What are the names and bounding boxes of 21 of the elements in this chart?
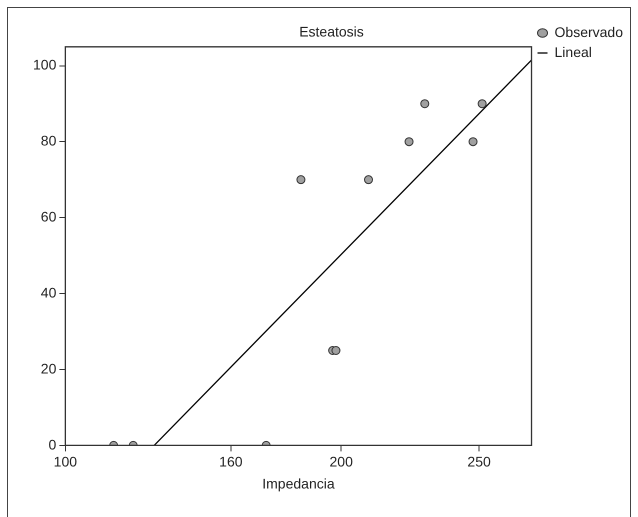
point bbox=[404, 137, 414, 146]
y-tick-label: 0 bbox=[48, 436, 57, 452]
x-axis-title: Impedancia bbox=[262, 475, 335, 492]
point bbox=[478, 99, 487, 108]
point bbox=[420, 99, 430, 108]
point bbox=[296, 175, 306, 184]
chart-title: Esteatosis bbox=[299, 23, 364, 40]
point bbox=[364, 175, 373, 184]
x-tick-label: 160 bbox=[219, 454, 243, 470]
y-tick-label: 40 bbox=[40, 284, 57, 300]
point bbox=[331, 346, 340, 355]
point bbox=[468, 137, 478, 146]
legend-label: Lineal bbox=[554, 44, 592, 60]
y-tick-label: 80 bbox=[40, 132, 57, 149]
x-tick-label: 100 bbox=[54, 454, 78, 470]
y-tick-label: 100 bbox=[33, 56, 57, 73]
legend-label: Observado bbox=[554, 24, 624, 40]
x-tick-label: 200 bbox=[330, 454, 354, 470]
y-tick-label: 20 bbox=[40, 360, 57, 376]
y-tick-label: 60 bbox=[40, 208, 57, 224]
x-tick-label: 250 bbox=[467, 454, 491, 470]
